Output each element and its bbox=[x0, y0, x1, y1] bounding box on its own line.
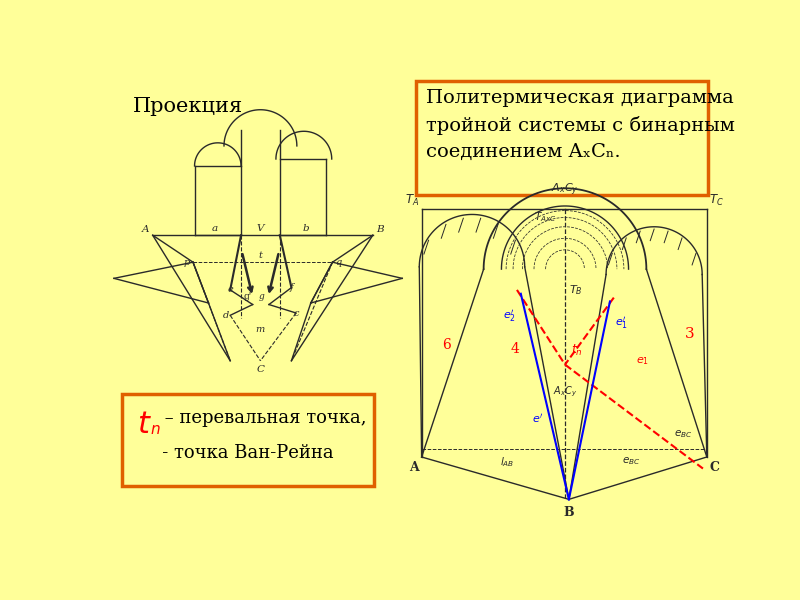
Text: d: d bbox=[222, 311, 229, 320]
Text: $T_{AxC}$: $T_{AxC}$ bbox=[534, 211, 557, 224]
Text: V: V bbox=[257, 224, 264, 233]
Text: q: q bbox=[335, 257, 341, 266]
Text: g: g bbox=[258, 292, 264, 301]
Text: Политермическая диаграмма
тройной системы с бинарным
соединением AₓCₙ.: Политермическая диаграмма тройной систем… bbox=[426, 89, 734, 161]
Text: $l_{AB}$: $l_{AB}$ bbox=[500, 455, 514, 469]
Text: g': g' bbox=[244, 292, 252, 301]
Text: B: B bbox=[563, 506, 574, 518]
Text: $A_xC_y$: $A_xC_y$ bbox=[551, 182, 578, 198]
FancyBboxPatch shape bbox=[122, 394, 374, 486]
Text: A: A bbox=[142, 225, 149, 234]
Text: B: B bbox=[376, 225, 383, 234]
Text: f: f bbox=[290, 283, 294, 292]
Text: $T_C$: $T_C$ bbox=[709, 193, 724, 208]
Text: $e_1$: $e_1$ bbox=[636, 355, 649, 367]
Text: b: b bbox=[302, 224, 309, 233]
Text: 3: 3 bbox=[685, 327, 694, 341]
Text: p: p bbox=[184, 257, 190, 266]
Text: $T_B$: $T_B$ bbox=[569, 283, 582, 297]
Text: t: t bbox=[258, 251, 262, 260]
Text: – перевальная точка,: – перевальная точка, bbox=[159, 409, 366, 427]
Text: $n$: $n$ bbox=[150, 423, 161, 437]
Text: C: C bbox=[257, 365, 265, 374]
Text: $T_A$: $T_A$ bbox=[405, 193, 419, 208]
Text: $t$: $t$ bbox=[138, 409, 152, 440]
Text: Проекция: Проекция bbox=[133, 97, 242, 116]
Text: C: C bbox=[709, 461, 719, 474]
Text: $A_xC_y$: $A_xC_y$ bbox=[553, 385, 578, 399]
Text: a: a bbox=[212, 224, 218, 233]
Text: $e_{BC}$: $e_{BC}$ bbox=[674, 428, 693, 440]
Text: - точка Ван-Рейна: - точка Ван-Рейна bbox=[145, 444, 334, 462]
Text: $t_n$: $t_n$ bbox=[571, 343, 583, 358]
Text: e: e bbox=[227, 286, 233, 295]
Text: $e_{BC}$: $e_{BC}$ bbox=[622, 455, 640, 467]
Text: 4: 4 bbox=[510, 342, 519, 356]
FancyBboxPatch shape bbox=[416, 81, 708, 195]
Text: $e'$: $e'$ bbox=[532, 412, 543, 425]
Text: c: c bbox=[294, 308, 299, 317]
Text: 6: 6 bbox=[442, 338, 451, 352]
Text: A: A bbox=[410, 461, 419, 474]
Text: m: m bbox=[256, 325, 265, 334]
Text: $e_2'$: $e_2'$ bbox=[502, 308, 516, 323]
Text: $e_1'$: $e_1'$ bbox=[615, 316, 628, 331]
